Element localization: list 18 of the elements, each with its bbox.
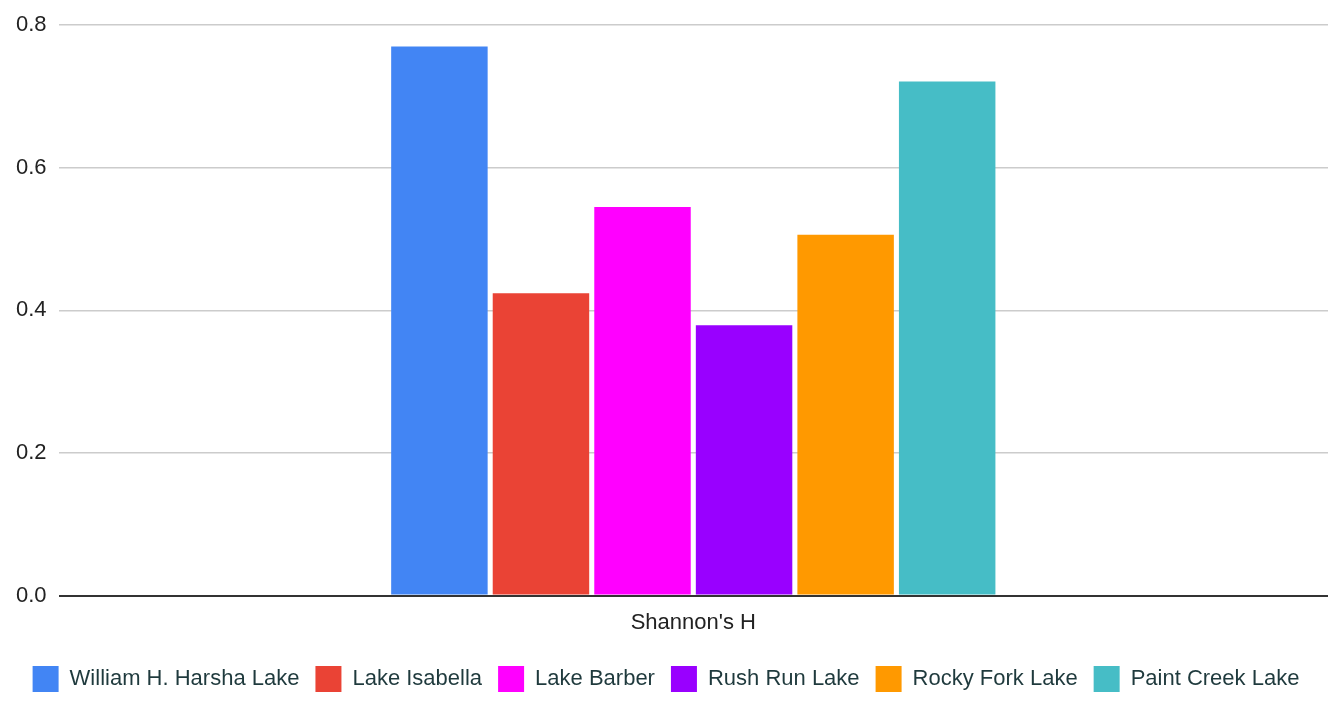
legend-label: Rocky Fork Lake: [912, 665, 1078, 691]
y-tick-label: 0.2: [15, 439, 47, 465]
x-tick-label: Shannon's H: [630, 608, 756, 634]
bar: [594, 207, 691, 595]
bar: [898, 81, 996, 595]
y-tick-label: 0.8: [15, 11, 47, 37]
bar: [797, 234, 894, 595]
bar: [695, 325, 793, 595]
y-tick-label: 0.0: [15, 581, 47, 607]
y-tick-label: 0.4: [15, 296, 47, 322]
y-tick-label: 0.6: [15, 153, 47, 179]
legend-label: Lake Barber: [535, 665, 655, 691]
bar: [492, 293, 590, 595]
bar: [391, 46, 488, 595]
legend-label: Lake Isabella: [352, 665, 483, 691]
legend-label: Paint Creek Lake: [1130, 665, 1300, 691]
legend-label: Rush Run Lake: [707, 665, 860, 691]
legend-label: William H. Harsha Lake: [69, 665, 300, 691]
